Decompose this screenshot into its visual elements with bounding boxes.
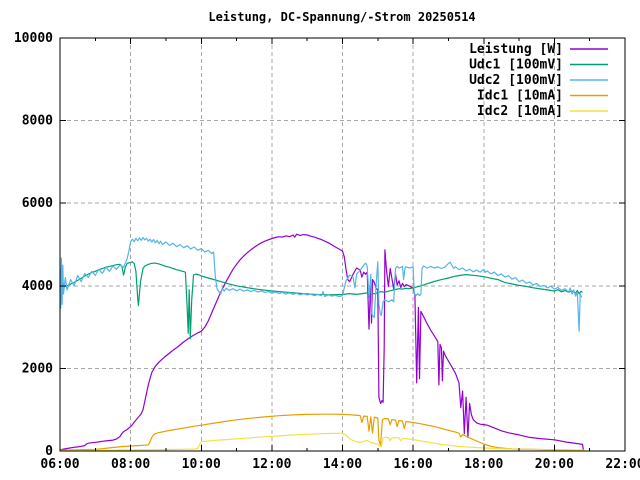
x-tick-label: 16:00 bbox=[394, 457, 433, 472]
y-tick-label: 6000 bbox=[22, 196, 53, 211]
legend-entry-udc1-100mv: Udc1 [100mV] bbox=[469, 58, 608, 73]
axes bbox=[59, 37, 626, 452]
legend-label: Udc2 [100mV] bbox=[469, 73, 563, 88]
tick-labels: 06:00 08:00 10:00 12:00 14:00 16:00 18:00 20:00… bbox=[14, 31, 640, 472]
series-line-idc2-10ma bbox=[59, 432, 585, 452]
legend: Leistung [W]Udc1 [100mV]Udc2 [100mV]Idc1… bbox=[469, 42, 608, 119]
series-line-leistung-w bbox=[59, 233, 584, 451]
legend-label: Leistung [W] bbox=[469, 42, 563, 57]
y-tick-label: 2000 bbox=[22, 361, 53, 376]
legend-label: Udc1 [100mV] bbox=[469, 58, 563, 73]
x-tick-label: 14:00 bbox=[323, 457, 362, 472]
legend-entry-leistung-w: Leistung [W] bbox=[469, 42, 608, 57]
legend-entry-idc1-10ma: Idc1 [10mA] bbox=[477, 89, 608, 104]
y-tick-label: 8000 bbox=[22, 114, 53, 129]
y-tick-label: 0 bbox=[45, 444, 53, 459]
series-line-udc2-100mv bbox=[59, 236, 583, 332]
x-tick-label: 06:00 bbox=[40, 457, 79, 472]
x-tick-label: 22:00 bbox=[605, 457, 640, 472]
x-tick-label: 12:00 bbox=[252, 457, 291, 472]
y-tick-label: 10000 bbox=[14, 31, 53, 46]
legend-label: Idc2 [10mA] bbox=[477, 104, 563, 119]
series-line-idc1-10ma bbox=[59, 413, 585, 451]
x-tick-label: 08:00 bbox=[111, 457, 150, 472]
x-tick-label: 18:00 bbox=[464, 457, 503, 472]
gridlines bbox=[60, 38, 625, 451]
series-lines bbox=[59, 233, 585, 452]
legend-label: Idc1 [10mA] bbox=[477, 89, 563, 104]
series-line-udc1-100mv bbox=[59, 261, 583, 340]
y-tick-label: 4000 bbox=[22, 279, 53, 294]
x-tick-label: 20:00 bbox=[535, 457, 574, 472]
legend-entry-idc2-10ma: Idc2 [10mA] bbox=[477, 104, 608, 119]
x-tick-label: 10:00 bbox=[182, 457, 221, 472]
chart-title: Leistung, DC-Spannung/-Strom 20250514 bbox=[208, 10, 475, 24]
legend-entry-udc2-100mv: Udc2 [100mV] bbox=[469, 73, 608, 88]
